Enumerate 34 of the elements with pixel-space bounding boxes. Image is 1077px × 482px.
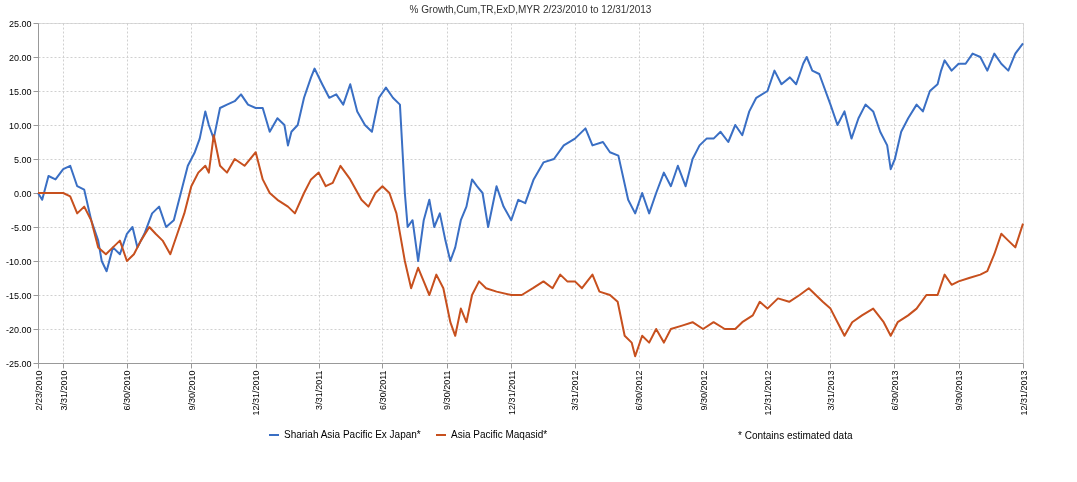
x-tick-label: 6/30/2012 bbox=[634, 370, 645, 411]
x-tick-label: 3/31/2012 bbox=[570, 370, 581, 411]
line-series bbox=[37, 134, 1024, 358]
y-tick-label: -10.00 bbox=[5, 256, 32, 267]
x-tick-label: 12/31/2011 bbox=[506, 370, 517, 415]
x-tick-label: 12/31/2012 bbox=[762, 370, 773, 416]
y-tick-label: 15.00 bbox=[8, 86, 32, 97]
y-tick-label: 25.00 bbox=[8, 18, 32, 29]
y-tick-label: -25.00 bbox=[5, 358, 32, 369]
y-tick-label: 20.00 bbox=[8, 52, 32, 63]
x-tick-label: 3/31/2010 bbox=[58, 370, 69, 411]
x-tick-label: 9/30/2011 bbox=[442, 370, 453, 410]
legend-label: Shariah Asia Pacific Ex Japan* bbox=[284, 429, 421, 440]
y-tick-label: 5.00 bbox=[13, 154, 32, 165]
y-tick-label: -5.00 bbox=[10, 222, 32, 233]
y-tick-label: 0.00 bbox=[13, 188, 32, 199]
x-tick-label: 3/31/2013 bbox=[825, 370, 836, 411]
y-tick-label: 10.00 bbox=[8, 120, 32, 131]
y-tick-label: -15.00 bbox=[5, 290, 32, 301]
x-tick-label: 6/30/2011 bbox=[377, 370, 388, 410]
x-tick-label: 12/31/2013 bbox=[1018, 370, 1029, 416]
line-series bbox=[37, 42, 1024, 273]
x-tick-label: 9/30/2013 bbox=[954, 370, 965, 411]
x-tick-label: 2/23/2010 bbox=[33, 370, 44, 411]
y-tick-label: -20.00 bbox=[5, 324, 32, 335]
chart-title: % Growth,Cum,TR,ExD,MYR 2/23/2010 to 12/31/2013 bbox=[409, 4, 652, 15]
x-tick-label: 12/31/2010 bbox=[251, 370, 262, 416]
legend-label: Asia Pacific Maqasid* bbox=[451, 429, 548, 440]
x-tick-label: 3/31/2011 bbox=[314, 370, 325, 410]
x-tick-label: 9/30/2010 bbox=[186, 370, 197, 411]
text: * Contains estimated data bbox=[738, 430, 853, 441]
x-tick-label: 9/30/2012 bbox=[698, 370, 709, 411]
x-tick-label: 6/30/2013 bbox=[889, 370, 900, 411]
x-tick-label: 6/30/2010 bbox=[122, 370, 133, 411]
